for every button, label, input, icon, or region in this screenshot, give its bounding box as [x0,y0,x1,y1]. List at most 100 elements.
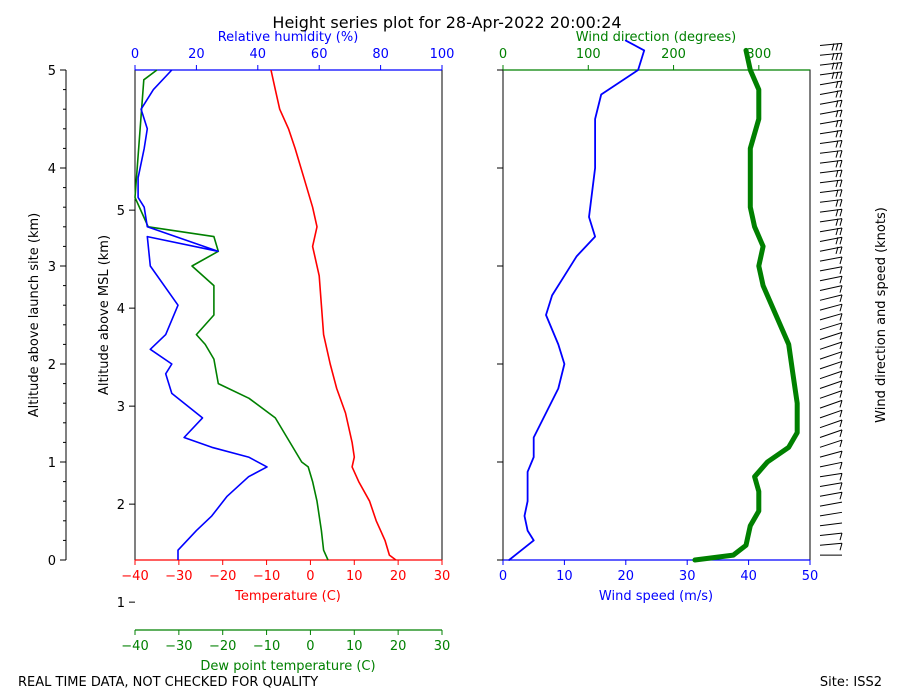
wind-barb-flag [839,150,843,158]
altitude-launch-tick-label: 2 [48,358,56,373]
temperature-tick-label: 30 [434,569,451,584]
wind-barb-flag [839,371,843,379]
wind-barb-flag [839,419,843,428]
wind-barb-staff [819,380,843,389]
wind-barb-staff [819,294,843,301]
wind-barb-flag [839,246,843,254]
temperature-tick-label: −30 [165,569,192,584]
wind-barb-flag [835,218,839,226]
wind-barb-flag [839,43,843,51]
wind-barb-flag [839,492,843,500]
wind-barb-flag [839,62,843,70]
wind-barb-staff [819,331,843,340]
wind-barb-staff [819,313,843,321]
wind-barb-flag [839,130,843,138]
axis-label-altitude-launch: Altitude above launch site (km) [27,213,42,417]
wind-barb-flag [839,462,843,470]
wind-barb-staff [819,532,843,536]
wind-speed-tick-label: 10 [556,569,573,584]
dewpoint-tick-label: −40 [121,639,148,654]
wind-barb-flag [839,218,843,226]
wind-barb-flag [839,351,843,359]
wind-barb-flag [839,473,843,481]
wind-barb-flag [839,199,843,207]
wind-barb-staff [819,285,843,291]
rh-tick-label: 100 [430,47,455,62]
wind-barb-flag [839,189,843,197]
wind-speed-tick-label: 50 [802,569,819,584]
wind-barb-flag [839,119,843,128]
altitude-msl-tick-label: 1 [117,596,125,611]
wind-barb-staff [819,80,843,86]
wind-barb-staff [819,429,843,438]
wind-panel: Wind direction (degrees) Wind speed (m/s… [576,30,889,604]
wind-barb-staff [819,52,843,56]
wind-direction-tick-label: 300 [746,47,771,62]
altitude-msl-tick-label: 5 [117,204,125,219]
rh-tick-label: 40 [250,47,267,62]
wind-barb-flag [839,266,843,274]
altitude-msl-tick-label: 4 [117,302,125,317]
wind-barb-staff [819,99,843,105]
wind-barb-flag [835,160,839,168]
wind-barb-staff [819,109,843,115]
wind-direction-tick-label: 100 [576,47,601,62]
wind-speed-tick-label: 30 [679,569,696,584]
wind-barb-flag [839,71,843,79]
wind-barb-flag [839,313,843,321]
wind-barb-staff [819,246,843,252]
wind-barb-staff [819,227,843,233]
figure-title: Height series plot for 28-Apr-2022 20:00… [272,13,621,32]
wind-barb-staff [819,409,843,419]
wind-speed-tick-label: 20 [618,569,635,584]
footer-note: REAL TIME DATA, NOT CHECKED FOR QUALITY [18,675,318,690]
wind-barb-staff [819,266,843,272]
wind-barb-flag [839,109,843,118]
wind-barb-flag [839,390,843,398]
wind-barb-flag [839,90,843,98]
wind-barb-staff [819,129,843,135]
axis-label-wind-direction: Wind direction (degrees) [576,30,736,45]
wind-barb-flag [835,80,839,89]
wind-barb-staff [819,42,843,46]
wind-barb-flag [839,209,843,217]
wind-direction-tick-label: 0 [499,47,507,62]
wind-barb-flag [839,532,843,541]
wind-barb-staff [819,491,843,497]
dewpoint-tick-label: −10 [253,639,280,654]
wind-barb-staff [819,482,843,487]
axis-label-rh: Relative humidity (%) [218,30,359,45]
wind-barb-flag [835,100,839,108]
wind-barb-flag [839,285,843,293]
wind-barb-flag [839,482,843,490]
wind-barb-flag [839,52,843,61]
wind-barb-staff [819,169,843,174]
wind-barb-flag [835,170,839,178]
temperature-tick-label: −20 [209,569,236,584]
wind-barb-flag [835,43,839,51]
altitude-launch-tick-label: 3 [48,260,56,275]
rh-tick-label: 20 [188,47,205,62]
site-label: Site: ISS2 [820,675,882,690]
temperature-tick-label: 10 [346,569,363,584]
wind-barb-staff [819,390,843,399]
wind-barb-flag [839,227,843,236]
wind-barb-staff [819,275,843,282]
wind-barb-flag [839,380,843,389]
wind-speed-tick-label: 0 [499,569,507,584]
wind-barb-staff [819,501,843,507]
wind-barb-staff [819,179,843,184]
wind-barb-staff [819,419,843,429]
wind-barb-flag [839,410,843,418]
wind-barb-staff [819,119,843,125]
axis-label-temperature: Temperature (C) [234,589,341,604]
temperature-series-line [270,69,397,561]
wind-barb-flag [835,130,839,138]
rh-series-line [137,69,268,560]
altitude-launch-tick-label: 4 [48,162,56,177]
wind-barb-flag [831,62,835,70]
wind-speed-tick-label: 40 [740,569,757,584]
wind-barb-flag [839,361,843,369]
wind-direction-tick-label: 200 [661,47,686,62]
wind-barb-staff [819,90,843,95]
